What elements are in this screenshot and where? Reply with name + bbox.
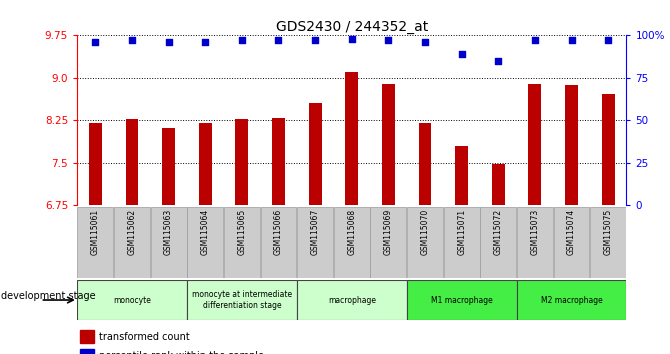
Bar (80, 349, 94, 354)
Bar (114, 207, 150, 278)
Bar (297, 280, 407, 320)
Text: GSM115067: GSM115067 (311, 209, 320, 256)
Point (237, 38, 247, 43)
Bar (89, 123, 102, 205)
Point (419, 39, 430, 45)
Bar (188, 207, 223, 278)
Text: GSM115072: GSM115072 (494, 209, 502, 255)
Text: percentile rank within the sample: percentile rank within the sample (99, 351, 264, 354)
Point (456, 51, 467, 57)
Bar (235, 119, 249, 205)
Text: GSM115064: GSM115064 (201, 209, 210, 256)
Bar (553, 207, 590, 278)
Text: M1 macrophage: M1 macrophage (431, 296, 492, 304)
Point (529, 38, 540, 43)
Text: GSM115074: GSM115074 (567, 209, 576, 256)
Bar (517, 207, 553, 278)
Bar (187, 280, 297, 320)
Bar (272, 118, 285, 205)
Bar (371, 207, 406, 278)
Text: GSM115063: GSM115063 (164, 209, 173, 256)
Text: GSM115062: GSM115062 (127, 209, 137, 255)
Bar (162, 128, 175, 205)
Bar (565, 85, 578, 205)
Text: GSM115061: GSM115061 (91, 209, 100, 255)
Bar (407, 207, 443, 278)
Bar (492, 164, 505, 205)
Bar (297, 207, 333, 278)
Point (383, 38, 394, 43)
Point (163, 39, 174, 45)
Bar (590, 207, 626, 278)
Text: transformed count: transformed count (99, 332, 190, 342)
Point (310, 38, 320, 43)
Text: monocyte: monocyte (113, 296, 151, 304)
Bar (345, 72, 358, 205)
Point (603, 38, 614, 43)
Point (493, 58, 504, 64)
Point (90, 39, 100, 45)
Text: M2 macrophage: M2 macrophage (541, 296, 602, 304)
Bar (224, 207, 260, 278)
Text: GSM115065: GSM115065 (237, 209, 247, 256)
Bar (151, 207, 186, 278)
Bar (334, 207, 370, 278)
Bar (455, 146, 468, 205)
Bar (480, 207, 516, 278)
Bar (261, 207, 296, 278)
Text: GSM115075: GSM115075 (604, 209, 612, 256)
Bar (309, 103, 322, 205)
Title: GDS2430 / 244352_at: GDS2430 / 244352_at (275, 21, 428, 34)
Text: monocyte at intermediate
differentiation stage: monocyte at intermediate differentiation… (192, 290, 292, 310)
Text: GSM115069: GSM115069 (384, 209, 393, 256)
Bar (199, 123, 212, 205)
Bar (517, 280, 626, 320)
Bar (444, 207, 480, 278)
Text: development stage: development stage (1, 291, 95, 302)
Point (273, 38, 284, 43)
Bar (419, 123, 431, 205)
Text: GSM115071: GSM115071 (457, 209, 466, 255)
Point (566, 38, 577, 43)
Point (127, 38, 137, 43)
Text: macrophage: macrophage (328, 296, 376, 304)
Bar (407, 280, 517, 320)
Bar (602, 94, 614, 205)
Bar (80, 330, 94, 343)
Point (346, 36, 357, 42)
Bar (125, 119, 139, 205)
Bar (78, 207, 113, 278)
Text: GSM115068: GSM115068 (347, 209, 356, 255)
Bar (77, 280, 187, 320)
Point (200, 39, 210, 45)
Text: GSM115073: GSM115073 (531, 209, 539, 256)
Text: GSM115070: GSM115070 (421, 209, 429, 256)
Bar (529, 84, 541, 205)
Text: GSM115066: GSM115066 (274, 209, 283, 256)
Bar (382, 84, 395, 205)
